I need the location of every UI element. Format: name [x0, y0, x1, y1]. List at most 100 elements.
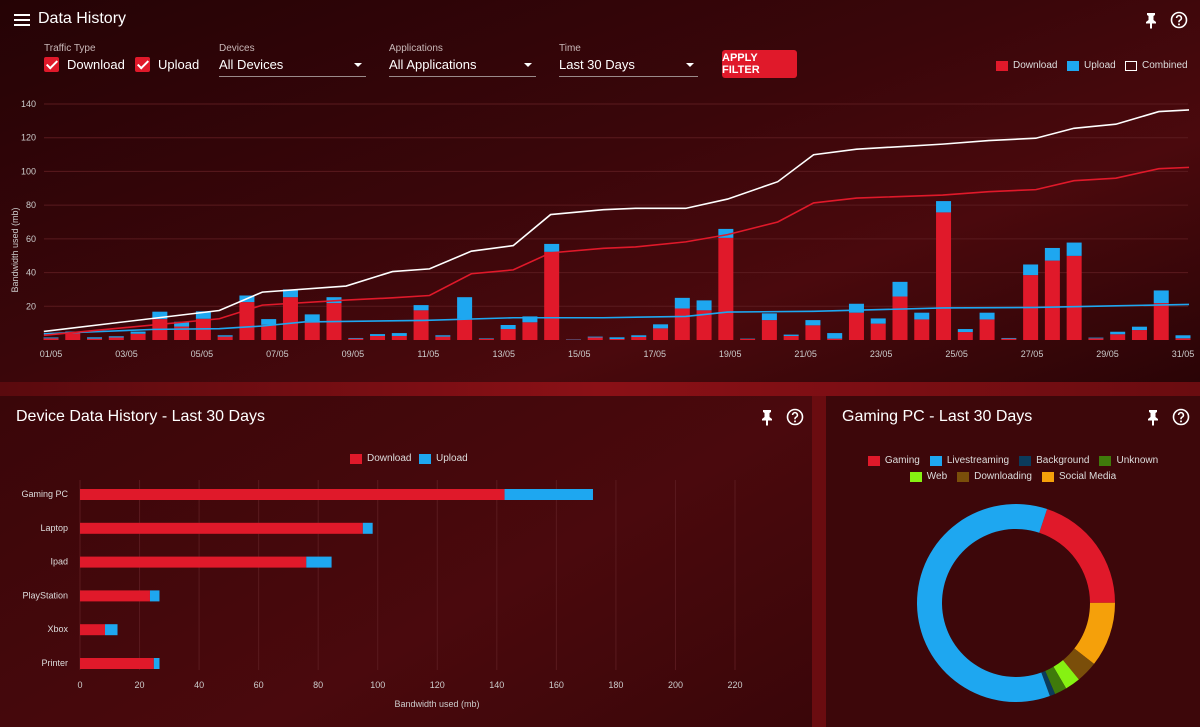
upload-bar: [500, 324, 516, 330]
download-bar: [1153, 303, 1169, 340]
legend-swatch: [1125, 60, 1137, 71]
download-bar: [740, 338, 756, 340]
category-label: PlayStation: [22, 590, 68, 600]
x-axis-title: Bandwidth used (mb): [394, 699, 479, 709]
donut-slice-gaming[interactable]: [1039, 509, 1115, 603]
upload-bar: [1175, 335, 1191, 339]
upload-checkbox[interactable]: Upload: [135, 57, 199, 72]
legend-label: Download: [367, 453, 412, 464]
download-bar: [435, 336, 451, 340]
upload-bar: [914, 312, 930, 320]
legend-item[interactable]: Livestreaming: [929, 455, 1009, 466]
upload-bar: [348, 337, 364, 339]
x-tick-label: 20: [135, 680, 145, 690]
legend-swatch: [867, 455, 880, 466]
upload-bar: [609, 337, 625, 339]
checkbox-checked-icon[interactable]: [135, 57, 150, 72]
download-bar: [957, 332, 973, 340]
upload-bar: [1044, 247, 1060, 261]
upload-bar: [105, 624, 118, 636]
legend-swatch: [929, 455, 942, 466]
download-bar: [674, 308, 690, 340]
upload-bar: [587, 336, 603, 338]
upload-bar: [936, 201, 952, 213]
upload-bar: [435, 335, 451, 337]
legend-item[interactable]: Web: [909, 471, 947, 482]
upload-bar: [1088, 337, 1104, 339]
download-bar: [718, 237, 734, 340]
checkbox-checked-icon[interactable]: [44, 57, 59, 72]
x-tick-label: 25/05: [945, 349, 968, 359]
upload-bar: [1131, 326, 1147, 331]
applications-select[interactable]: All Applications: [389, 55, 536, 77]
upload-bar: [718, 228, 734, 238]
time-select[interactable]: Last 30 Days: [559, 55, 698, 77]
download-bar: [80, 522, 363, 534]
legend-item[interactable]: Gaming: [867, 455, 920, 466]
upload-bar: [979, 312, 995, 320]
help-icon[interactable]: [786, 408, 804, 431]
donut-slice-livestreaming[interactable]: [917, 503, 1050, 702]
download-bar: [653, 328, 669, 340]
download-bar: [1088, 338, 1104, 340]
legend-label: Combined: [1142, 60, 1188, 71]
download-bar: [370, 335, 386, 340]
upload-checkbox-label: Upload: [158, 57, 200, 72]
menu-icon[interactable]: [14, 13, 30, 27]
donut-slice-unknown[interactable]: [1045, 666, 1067, 694]
devices-select[interactable]: All Devices: [219, 55, 366, 77]
x-tick-label: 07/05: [266, 349, 289, 359]
download-bar: [827, 338, 843, 340]
download-bar: [43, 338, 59, 340]
download-bar: [783, 335, 799, 340]
download-bar: [391, 335, 407, 340]
app-usage-donut: [917, 503, 1115, 702]
download-checkbox[interactable]: Download: [44, 57, 125, 72]
device-bar-chart: Bandwidth used (mb) 0 20 40 60 80 100 120 140 16…: [21, 480, 743, 709]
download-bar: [478, 338, 494, 340]
x-tick-label: 100: [370, 680, 385, 690]
upload-bar: [544, 243, 560, 252]
x-tick-label: 17/05: [643, 349, 666, 359]
x-tick-label: 160: [549, 680, 564, 690]
x-tick-label: 40: [194, 680, 204, 690]
download-bar: [761, 320, 777, 340]
donut-slice-downloading[interactable]: [1062, 648, 1095, 680]
legend-item[interactable]: Unknown: [1099, 455, 1158, 466]
donut-slice-social-media[interactable]: [1074, 602, 1115, 664]
legend-item[interactable]: Social Media: [1041, 471, 1116, 482]
upload-bar: [413, 305, 429, 311]
donut-slice-web[interactable]: [1053, 660, 1079, 689]
gaming-pc-chart-title: Gaming PC - Last 30 Days: [842, 408, 1033, 425]
pin-icon[interactable]: [1142, 11, 1160, 34]
upload-bar: [696, 300, 712, 311]
legend-item[interactable]: Downloading: [957, 471, 1032, 482]
upload-bar: [504, 489, 593, 500]
applications-value: All Applications: [389, 57, 477, 72]
pin-icon[interactable]: [758, 408, 776, 431]
download-bar: [217, 336, 233, 340]
x-tick-label: 23/05: [870, 349, 893, 359]
download-bar: [1044, 260, 1060, 340]
download-bar: [544, 251, 560, 340]
upload-bar: [1110, 331, 1126, 335]
pin-icon[interactable]: [1144, 408, 1162, 431]
x-tick-label: 03/05: [115, 349, 138, 359]
upload-line: [43, 303, 1190, 335]
apply-filter-button[interactable]: APPLY FILTER: [722, 50, 797, 78]
help-icon[interactable]: [1172, 408, 1190, 431]
legend-item[interactable]: Background: [1019, 455, 1089, 466]
download-bar: [1066, 255, 1082, 340]
upload-bar: [306, 556, 332, 568]
y-tick-label: 120: [21, 133, 36, 143]
upload-bar: [43, 337, 59, 339]
upload-bar: [282, 289, 298, 298]
download-bar: [979, 319, 995, 340]
legend-label: Gaming: [884, 455, 920, 466]
legend-upload: Upload: [1067, 60, 1116, 71]
help-icon[interactable]: [1170, 11, 1188, 34]
upload-bar: [1066, 242, 1082, 256]
legend-swatch: [419, 453, 431, 464]
donut-slice-background[interactable]: [1041, 670, 1056, 697]
x-tick-label: 29/05: [1096, 349, 1119, 359]
